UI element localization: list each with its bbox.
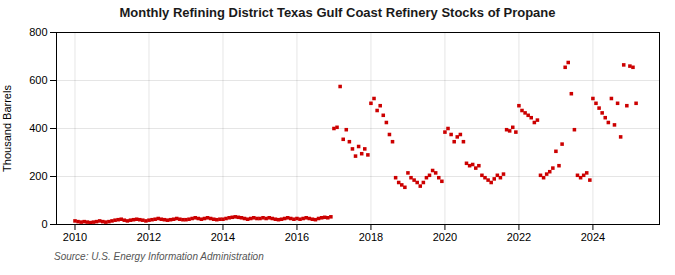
svg-text:200: 200 [29,170,47,182]
svg-text:0: 0 [41,218,47,230]
svg-text:Thousand Barrels: Thousand Barrels [1,85,13,172]
svg-text:2024: 2024 [581,231,605,243]
svg-text:2020: 2020 [433,231,457,243]
svg-text:2014: 2014 [211,231,235,243]
svg-text:2010: 2010 [63,231,87,243]
html-text:Monthly Refining District Texa: Monthly Refining District Texas Gulf Coa… [119,5,556,20]
svg-text:2016: 2016 [285,231,309,243]
svg-text:400: 400 [29,122,47,134]
svg-text:2022: 2022 [507,231,531,243]
svg-text:800: 800 [29,26,47,38]
svg-text:2012: 2012 [137,231,161,243]
svg-text:2018: 2018 [359,231,383,243]
svg-text:600: 600 [29,74,47,86]
html-text:Source: U.S. Energy Informatio: Source: U.S. Energy Information Administ… [54,251,264,262]
